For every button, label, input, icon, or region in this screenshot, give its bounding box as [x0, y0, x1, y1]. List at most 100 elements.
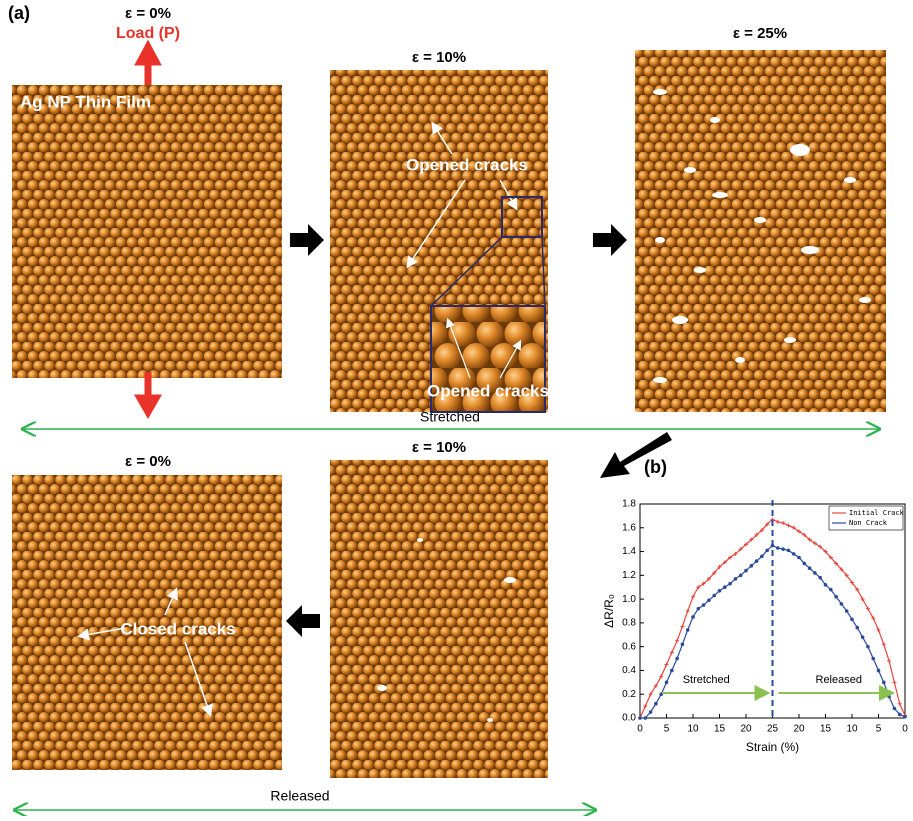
x-tick-label: 5	[664, 724, 670, 735]
point	[707, 599, 711, 603]
point	[654, 702, 658, 706]
point	[786, 523, 790, 527]
point	[765, 549, 769, 553]
y-tick-label: 1.2	[622, 570, 636, 581]
np-film	[12, 85, 282, 378]
point	[718, 589, 722, 593]
point	[781, 547, 785, 551]
flow-arrow	[286, 605, 320, 637]
x-tick-label: 5	[876, 724, 882, 735]
flow-arrow	[290, 224, 324, 256]
y-axis-label: ΔR/R₀	[602, 594, 616, 628]
point	[792, 552, 796, 556]
point	[728, 582, 732, 586]
y-tick-label: 0.4	[622, 665, 636, 676]
point	[893, 707, 897, 711]
x-tick-label: 15	[714, 724, 726, 735]
strain-label: ε = 0%	[125, 5, 171, 22]
x-tick-label: 25	[767, 724, 779, 735]
point	[824, 583, 828, 587]
point	[892, 680, 896, 684]
point	[898, 702, 902, 706]
point	[649, 710, 653, 714]
point	[818, 576, 822, 580]
point	[665, 681, 669, 685]
y-tick-label: 1.6	[622, 522, 636, 533]
x-tick-label: 15	[820, 724, 832, 735]
point	[665, 663, 669, 667]
x-axis-label: Strain (%)	[746, 740, 799, 754]
figure: (a) ε = 0% Load (P) Ag NP Thin Film ε = …	[0, 0, 913, 816]
point	[712, 594, 716, 598]
strain-label: ε = 10%	[412, 49, 466, 66]
y-tick-label: 1.4	[622, 546, 636, 557]
phase-label: Released	[816, 674, 862, 686]
y-tick-label: 0.0	[622, 713, 636, 724]
point	[840, 602, 844, 606]
flow-arrow	[593, 224, 627, 256]
point	[856, 626, 860, 630]
point	[675, 639, 679, 643]
point	[808, 566, 812, 570]
point	[734, 577, 738, 581]
point	[675, 657, 679, 661]
point	[781, 521, 785, 525]
point	[861, 635, 865, 639]
legend-label: Initial Crack	[849, 509, 905, 517]
x-tick-label: 0	[637, 724, 643, 735]
y-tick-label: 1.8	[622, 499, 636, 510]
point	[877, 628, 881, 632]
point	[739, 574, 743, 578]
point	[813, 571, 817, 575]
x-tick-label: 10	[846, 724, 858, 735]
point	[702, 603, 706, 607]
film-label: Ag NP Thin Film	[20, 92, 151, 111]
strain-label: ε = 25%	[733, 25, 787, 42]
point	[850, 618, 854, 622]
strain-label: ε = 10%	[412, 439, 466, 456]
point	[787, 549, 791, 553]
point	[887, 695, 891, 699]
point	[760, 555, 764, 559]
point	[723, 585, 727, 589]
point	[903, 715, 907, 719]
x-tick-label: 20	[740, 724, 752, 735]
series-line	[640, 519, 905, 718]
point	[691, 615, 695, 619]
point	[776, 520, 780, 524]
point	[898, 713, 902, 717]
point	[680, 624, 684, 628]
point	[882, 681, 886, 685]
crack-label: Opened cracks	[406, 155, 528, 174]
x-tick-label: 10	[687, 724, 699, 735]
inset-label: Opened cracks	[427, 381, 549, 400]
point	[681, 642, 685, 646]
np-film	[635, 50, 886, 412]
point	[750, 564, 754, 568]
legend-label: Non Crack	[849, 519, 888, 527]
x-tick-label: 0	[902, 724, 908, 735]
range-label: Released	[270, 788, 329, 804]
point	[638, 716, 642, 720]
load-arrow	[140, 47, 156, 86]
point	[877, 669, 881, 673]
point	[887, 659, 891, 663]
point	[744, 569, 748, 573]
panel-label: (a)	[8, 3, 30, 23]
point	[797, 556, 801, 560]
point	[776, 546, 780, 550]
point	[686, 609, 690, 613]
point	[871, 657, 875, 661]
point	[644, 716, 648, 720]
point	[803, 562, 807, 566]
point	[755, 559, 759, 563]
x-tick-label: 20	[793, 724, 805, 735]
point	[834, 595, 838, 599]
y-tick-label: 1.0	[622, 594, 636, 605]
np-film	[330, 460, 548, 778]
y-tick-label: 0.8	[622, 618, 636, 629]
point	[643, 704, 647, 708]
y-tick-label: 0.2	[622, 689, 636, 700]
point	[670, 651, 674, 655]
